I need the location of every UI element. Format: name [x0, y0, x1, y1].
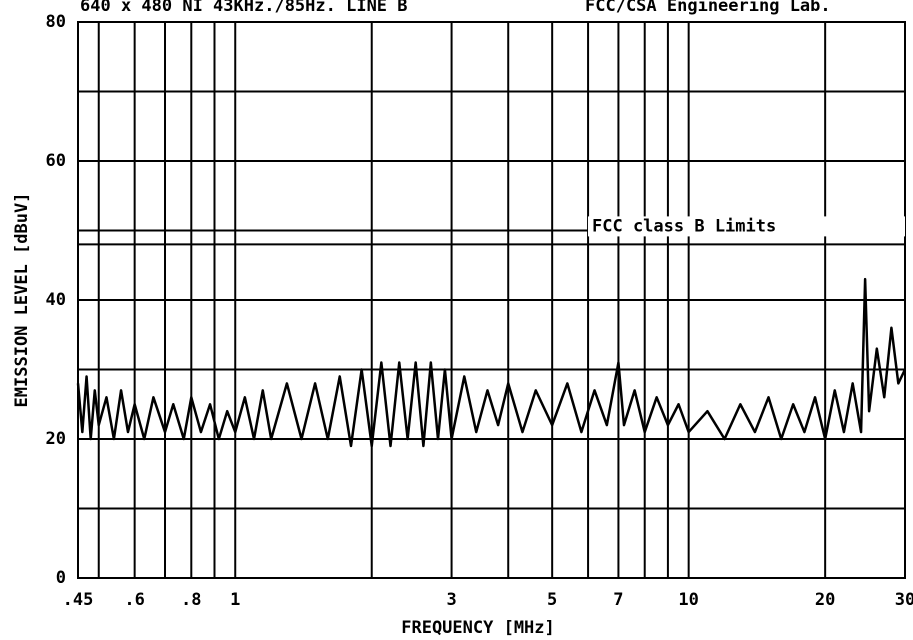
y-tick-label: 0 [56, 568, 66, 588]
y-tick-label: 80 [46, 12, 66, 32]
limit-label: FCC class B Limits [592, 216, 776, 236]
x-axis-title: FREQUENCY [MHz] [401, 618, 555, 638]
x-tick-label: .6 [124, 590, 144, 610]
x-tick-label: 7 [613, 590, 623, 610]
x-tick-label: 10 [678, 590, 698, 610]
chart-title: 640 x 480 NI 43KHz./85Hz. LINE B [80, 0, 408, 16]
x-tick-label: 1 [230, 590, 240, 610]
x-tick-label: 30 [895, 590, 913, 610]
chart-subtitle: FCC/CSA Engineering Lab. [585, 0, 831, 16]
x-tick-label: 5 [547, 590, 557, 610]
y-axis-title: EMISSION LEVEL [dBuV] [12, 193, 32, 408]
x-tick-label: .8 [181, 590, 201, 610]
y-tick-label: 60 [46, 151, 66, 171]
x-tick-label: .45 [63, 590, 94, 610]
y-tick-label: 40 [46, 290, 66, 310]
limit-label-bg [588, 216, 905, 237]
x-tick-label: 20 [815, 590, 835, 610]
emission-trace [76, 277, 907, 448]
x-tick-label: 3 [446, 590, 456, 610]
y-tick-label: 20 [46, 429, 66, 449]
